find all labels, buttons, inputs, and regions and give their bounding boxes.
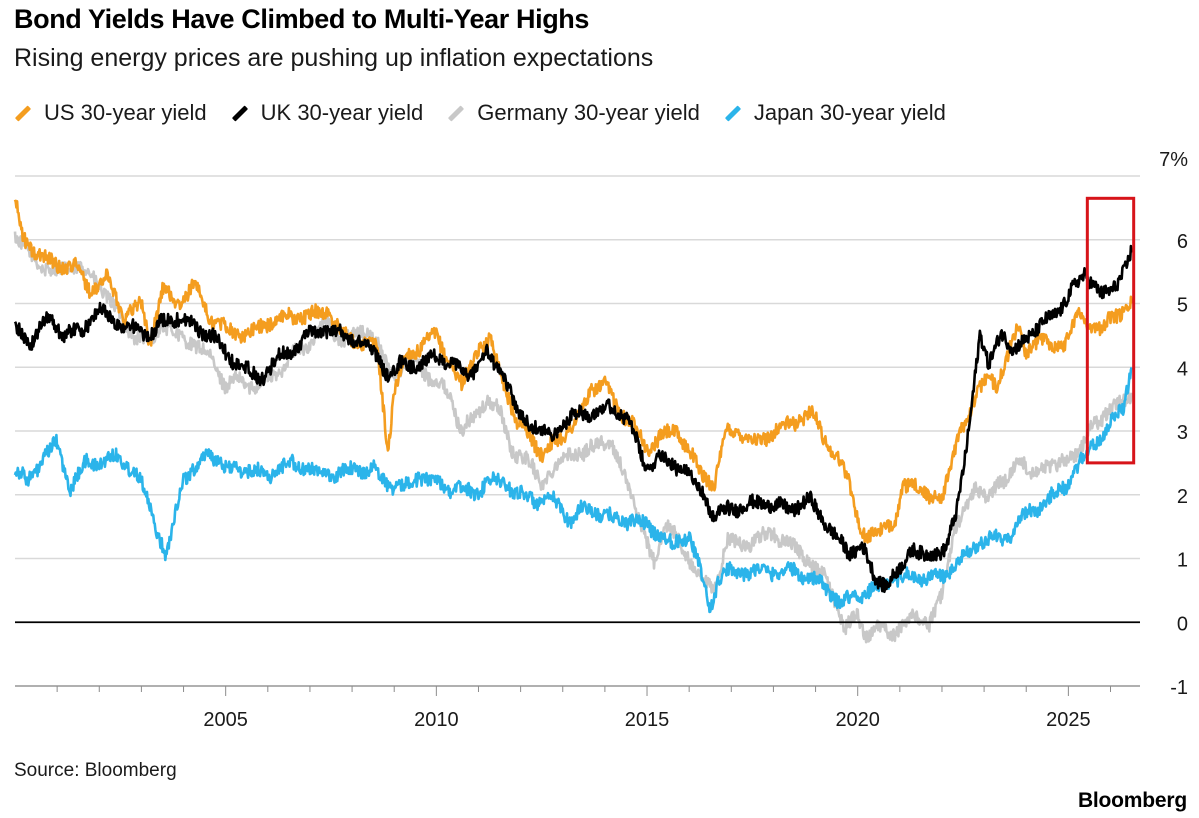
highlight-layer [1085, 196, 1136, 465]
y-tick-label: 3 [1177, 422, 1188, 444]
highlight-box [1085, 196, 1136, 465]
legend-item-uk[interactable]: UK 30-year yield [231, 100, 424, 126]
y-tick-label: -1 [1170, 677, 1188, 699]
y-tick-label: 1 [1177, 550, 1188, 572]
x-tick-label: 2025 [1046, 709, 1091, 731]
legend-label-japan: Japan 30-year yield [753, 100, 946, 125]
x-tick-label: 2010 [414, 709, 459, 731]
legend-label-uk: UK 30-year yield [260, 100, 424, 125]
y-tick-label: 5 [1177, 295, 1188, 317]
x-tick-label: 2005 [203, 709, 248, 731]
legend-item-germany[interactable]: Germany 30-year yield [447, 100, 700, 126]
series-line-germany [13, 231, 1133, 644]
y-tick-label: 0 [1177, 613, 1188, 635]
axes: -1 0 1 2 3 4 5 6 7% 2005 2010 2015 2020 2025 [15, 149, 1188, 731]
gridlines [15, 175, 1140, 687]
series-line-uk [13, 244, 1133, 594]
legend-item-japan[interactable]: Japan 30-year yield [724, 100, 946, 126]
source-note: Source: Bloomberg [14, 760, 177, 781]
x-tick-label: 2020 [835, 709, 880, 731]
series-line-us [13, 199, 1133, 544]
chart-subtitle: Rising energy prices are pushing up infl… [14, 44, 654, 72]
y-tick-label: 2 [1177, 486, 1188, 508]
y-tick-label: 4 [1177, 358, 1188, 380]
legend-label-germany: Germany 30-year yield [477, 100, 700, 125]
legend-item-us[interactable]: US 30-year yield [14, 100, 207, 126]
x-tick-label: 2015 [625, 709, 670, 731]
chart-title: Bond Yields Have Climbed to Multi-Year H… [14, 4, 590, 34]
series-lines [13, 199, 1133, 644]
bloomberg-logo: Bloomberg [1077, 789, 1187, 812]
series-line-japan [13, 366, 1133, 614]
legend-label-us: US 30-year yield [44, 100, 207, 125]
y-tick-label: 6 [1177, 231, 1188, 253]
y-tick-label: 7% [1159, 149, 1188, 171]
chart-legend: US 30-year yield UK 30-year yield German… [14, 98, 970, 128]
